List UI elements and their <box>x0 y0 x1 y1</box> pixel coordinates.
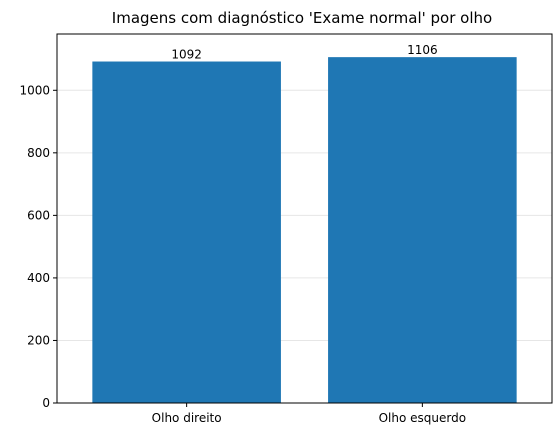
data-label: 1092 <box>171 48 202 62</box>
x-axis: Olho direito Olho esquerdo <box>152 403 466 425</box>
y-tick-label: 600 <box>27 208 50 222</box>
y-tick-label: 0 <box>42 396 50 410</box>
x-tick-label: Olho esquerdo <box>379 411 466 425</box>
chart-title: Imagens com diagnóstico 'Exame normal' p… <box>112 9 492 27</box>
y-axis: 0 200 400 600 800 1000 <box>19 83 57 410</box>
y-tick-label: 200 <box>27 333 50 347</box>
y-tick-label: 400 <box>27 271 50 285</box>
y-tick-label: 1000 <box>19 83 50 97</box>
data-label: 1106 <box>407 43 438 57</box>
plot-frame <box>56 33 553 404</box>
bar <box>92 61 281 403</box>
x-tick-label: Olho direito <box>152 411 222 425</box>
bars <box>92 57 517 403</box>
y-tick-label: 800 <box>27 146 50 160</box>
data-labels: 1092 1106 <box>171 43 437 61</box>
bar <box>328 57 517 403</box>
